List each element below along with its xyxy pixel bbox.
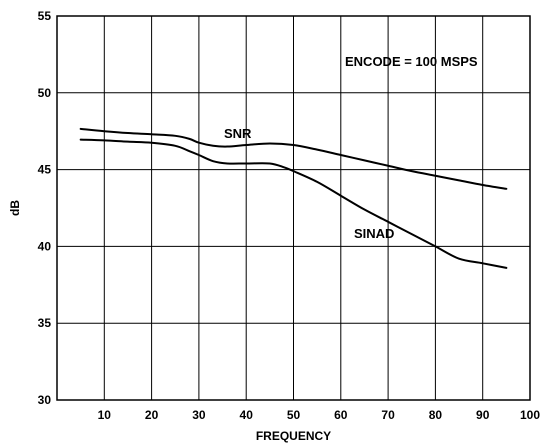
- x-tick-label: 80: [429, 408, 443, 422]
- series-line-snr: [79, 127, 508, 190]
- y-tick-label: 55: [38, 9, 52, 23]
- x-tick-label: 10: [98, 408, 112, 422]
- sinad-label: SINAD: [354, 226, 394, 241]
- y-tick-label: 30: [38, 393, 52, 407]
- y-tick-label: 50: [38, 86, 52, 100]
- encode-annotation: ENCODE = 100 MSPS: [345, 54, 478, 69]
- plot-frame: [56, 15, 531, 401]
- y-axis-title: dB: [8, 200, 22, 216]
- x-tick-label: 60: [334, 408, 348, 422]
- x-axis-title: FREQUENCY: [256, 429, 331, 443]
- series-line-sinad: [79, 138, 508, 269]
- x-tick-label: 90: [476, 408, 490, 422]
- grid: [57, 16, 530, 400]
- series-layer: [79, 127, 508, 269]
- tick-labels: 10 20 30 40 50 60 70 80 90 100 30 35 40 45 50 55: [38, 9, 541, 422]
- y-tick-label: 40: [38, 239, 52, 253]
- x-tick-label: 20: [145, 408, 159, 422]
- x-tick-label: 50: [287, 408, 301, 422]
- snr-label: SNR: [224, 126, 252, 141]
- x-tick-label: 40: [240, 408, 254, 422]
- y-tick-label: 35: [38, 316, 52, 330]
- x-tick-label: 30: [192, 408, 206, 422]
- x-tick-label: 70: [381, 408, 395, 422]
- x-tick-label: 100: [520, 408, 540, 422]
- y-tick-label: 45: [38, 163, 52, 177]
